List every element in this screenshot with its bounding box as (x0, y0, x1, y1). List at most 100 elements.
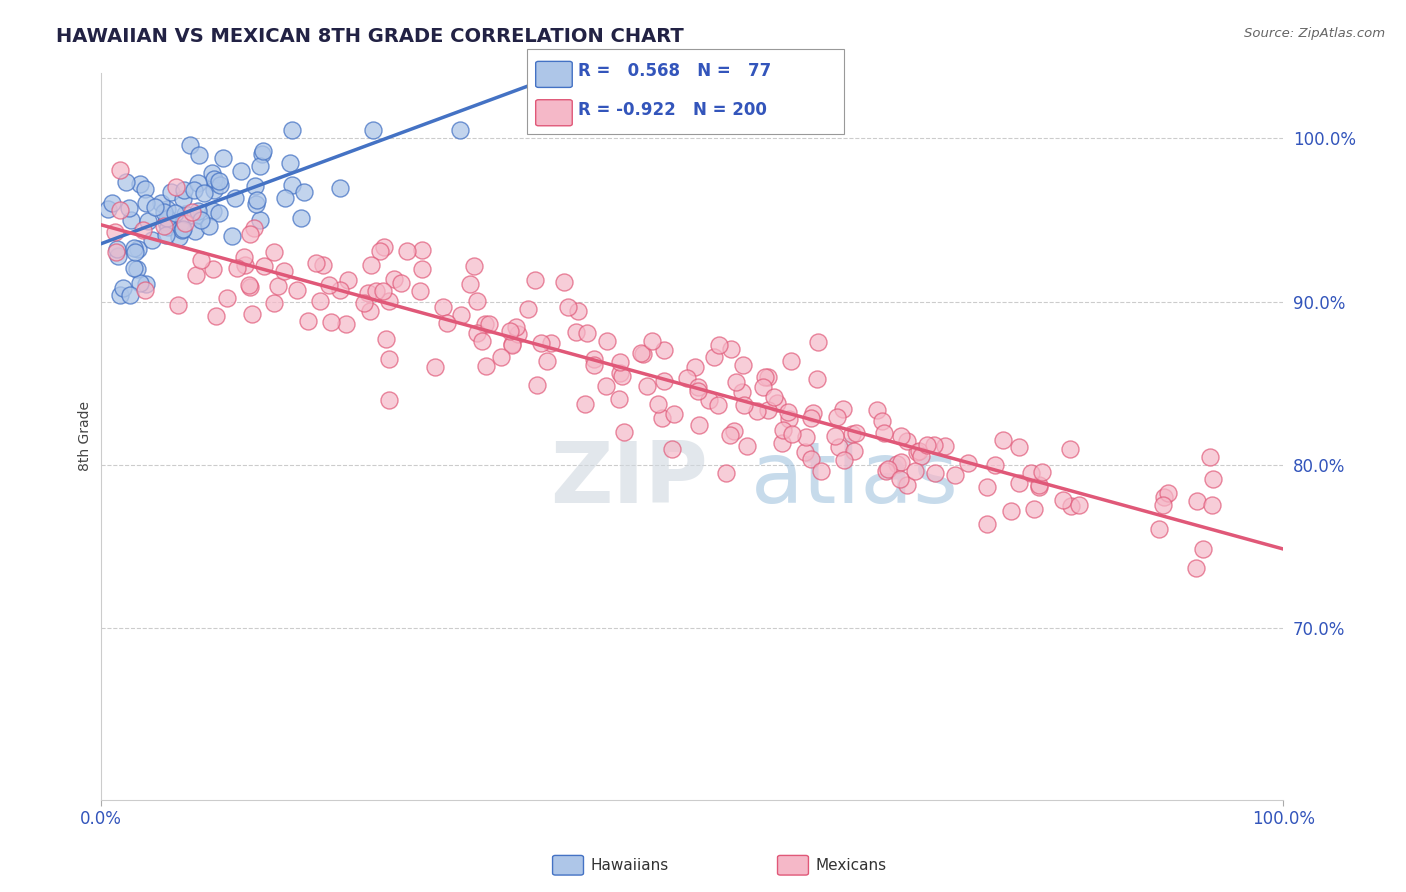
Point (780, 427, 803, 442)
Point (832, 453, 855, 467)
Point (202, 262, 225, 277)
Point (246, 193, 269, 207)
Point (501, 338, 523, 352)
Point (221, 229, 243, 244)
Point (567, 303, 589, 318)
Point (160, 185, 183, 199)
Point (613, 425, 636, 439)
Point (806, 372, 828, 386)
Text: Hawaiians: Hawaiians (591, 858, 669, 872)
Point (156, 202, 179, 217)
Point (651, 411, 673, 425)
Point (180, 205, 202, 219)
Point (896, 434, 918, 448)
Point (378, 293, 401, 308)
Point (612, 369, 634, 384)
Point (896, 478, 918, 492)
Point (304, 256, 326, 270)
Point (731, 384, 754, 399)
Point (243, 178, 266, 193)
Point (309, 293, 332, 308)
Point (395, 244, 418, 258)
Point (319, 316, 342, 330)
Point (111, 281, 134, 295)
Point (359, 303, 381, 318)
Point (904, 464, 927, 478)
Point (800, 452, 823, 467)
Point (152, 219, 174, 234)
Point (770, 436, 793, 450)
Text: HAWAIIAN VS MEXICAN 8TH GRADE CORRELATION CHART: HAWAIIAN VS MEXICAN 8TH GRADE CORRELATIO… (56, 27, 683, 45)
Point (474, 317, 496, 331)
Point (141, 233, 163, 247)
Point (1149, 522, 1171, 536)
Point (297, 314, 319, 328)
Point (100, 196, 122, 211)
Text: R = -0.922   N = 200: R = -0.922 N = 200 (578, 101, 766, 119)
Point (173, 183, 195, 197)
Point (924, 466, 946, 480)
Point (661, 442, 683, 456)
Point (505, 320, 527, 334)
Point (1059, 500, 1081, 514)
Point (697, 393, 720, 408)
Point (780, 354, 803, 368)
Point (810, 464, 832, 478)
Text: Mexicans: Mexicans (815, 858, 887, 872)
Point (595, 379, 617, 393)
Point (329, 180, 352, 194)
Point (224, 191, 246, 205)
Point (280, 123, 302, 137)
Point (150, 196, 173, 211)
Point (754, 370, 776, 384)
Point (607, 392, 630, 407)
Point (239, 227, 262, 241)
Point (312, 259, 335, 273)
Point (290, 211, 312, 225)
Point (411, 244, 433, 258)
Point (122, 240, 145, 254)
Point (124, 245, 146, 260)
Point (530, 336, 553, 351)
Point (1019, 467, 1042, 481)
Point (169, 230, 191, 244)
Point (263, 296, 285, 310)
Text: R =   0.568   N =   77: R = 0.568 N = 77 (578, 62, 770, 80)
Point (574, 397, 596, 411)
Point (239, 279, 262, 293)
Point (373, 284, 395, 298)
Point (688, 418, 710, 433)
Point (1000, 504, 1022, 518)
Point (281, 178, 304, 192)
Point (762, 390, 785, 404)
Point (368, 244, 391, 259)
Point (703, 350, 725, 364)
Point (1192, 541, 1215, 556)
Point (652, 374, 675, 388)
Point (1153, 490, 1175, 504)
Point (499, 324, 522, 338)
Point (501, 337, 523, 351)
Point (127, 262, 149, 277)
Point (463, 259, 485, 273)
Point (915, 437, 938, 451)
Point (794, 445, 817, 459)
Point (845, 425, 868, 440)
Point (752, 380, 775, 394)
Point (832, 401, 855, 416)
Point (714, 466, 737, 480)
Point (517, 302, 540, 317)
Point (772, 423, 794, 437)
Point (238, 278, 260, 293)
Point (249, 212, 271, 227)
Point (458, 277, 481, 291)
Point (686, 384, 709, 398)
Point (801, 406, 824, 420)
Point (278, 156, 301, 170)
Point (842, 444, 865, 458)
Point (360, 258, 382, 272)
Point (1185, 561, 1208, 575)
Point (636, 379, 658, 393)
Point (273, 264, 295, 278)
Point (329, 283, 352, 297)
